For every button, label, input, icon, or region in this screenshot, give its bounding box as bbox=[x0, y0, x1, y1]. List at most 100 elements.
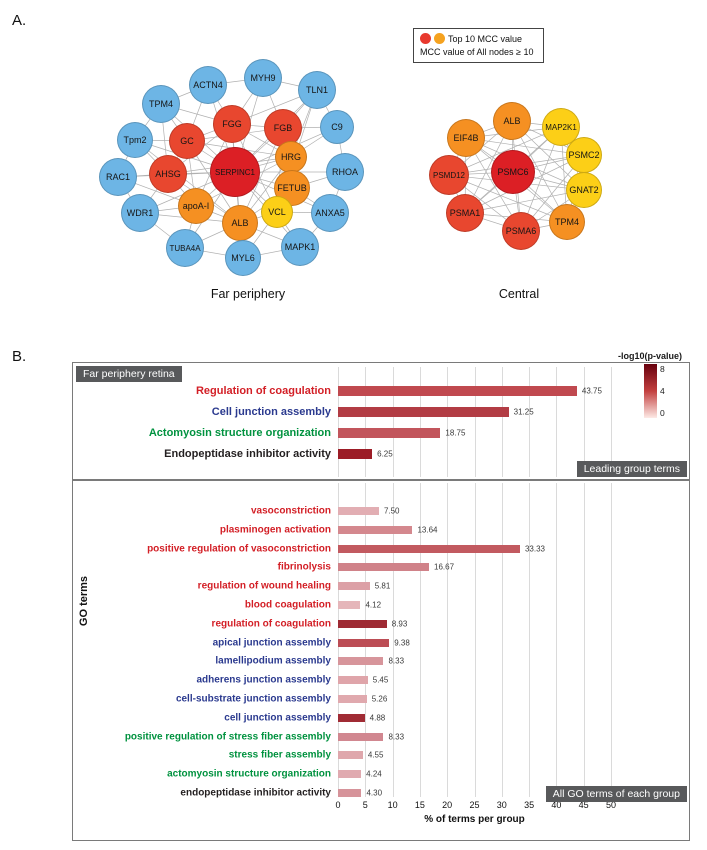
bar-label: stress fiber assembly bbox=[228, 749, 331, 761]
network-node-tpm4: TPM4 bbox=[142, 85, 180, 123]
bar-label: positive regulation of vasoconstriction bbox=[147, 543, 331, 555]
bar-value: 9.38 bbox=[394, 638, 410, 648]
bar bbox=[338, 449, 373, 459]
gridline bbox=[611, 367, 612, 477]
gridline bbox=[419, 483, 421, 797]
network-node-psmc6: PSMC6 bbox=[491, 150, 535, 194]
bar-label: blood coagulation bbox=[244, 599, 331, 611]
gridline bbox=[474, 483, 476, 797]
panel-a-label: A. bbox=[12, 12, 27, 29]
bar-value: 43.75 bbox=[581, 386, 602, 396]
mcc-legend-line2: MCC value of All nodes ≥ 10 bbox=[420, 47, 534, 57]
gridline bbox=[338, 367, 339, 477]
bar-value: 31.25 bbox=[513, 407, 534, 417]
pvalue-legend-ticks: 8 4 0 bbox=[660, 364, 665, 418]
bar-label: positive regulation of stress fiber asse… bbox=[124, 731, 331, 743]
gridline bbox=[583, 483, 585, 797]
pvalue-tick-8: 8 bbox=[660, 364, 665, 374]
far-periphery-retina-tag: Far periphery retina bbox=[76, 366, 182, 382]
gridline bbox=[447, 483, 449, 797]
network-node-apoa-i: apoA-I bbox=[178, 188, 214, 224]
bar bbox=[338, 544, 520, 553]
gridline bbox=[501, 367, 503, 477]
x-tick-label: 10 bbox=[387, 800, 398, 810]
gridline bbox=[501, 483, 503, 797]
network-node-fgg: FGG bbox=[213, 105, 251, 143]
bar-value: 13.64 bbox=[417, 525, 438, 535]
gridline bbox=[392, 483, 394, 797]
central-caption: Central bbox=[498, 287, 540, 301]
bar bbox=[338, 789, 362, 797]
gridline bbox=[583, 367, 585, 477]
bar-label: Regulation of coagulation bbox=[195, 385, 331, 397]
mcc-legend-box: Top 10 MCC value MCC value of All nodes … bbox=[413, 28, 544, 63]
network-node-eif4b: EIF4B bbox=[447, 119, 485, 157]
bar-value: 8.33 bbox=[388, 656, 405, 666]
bar-label: Endopeptidase inhibitor activity bbox=[164, 448, 331, 460]
bar bbox=[338, 428, 441, 438]
leading-group-terms-tag: Leading group terms bbox=[576, 461, 687, 477]
mcc-red-dot-icon bbox=[420, 33, 431, 44]
gridline bbox=[392, 367, 394, 477]
x-tick-label: 25 bbox=[469, 800, 480, 810]
pvalue-gradient-bar bbox=[644, 364, 657, 418]
bar-label: lamellipodium assembly bbox=[215, 655, 331, 667]
network-node-tpm2: Tpm2 bbox=[117, 122, 153, 158]
bar-value: 8.33 bbox=[388, 732, 405, 742]
network-node-psma1: PSMA1 bbox=[446, 194, 484, 232]
bar bbox=[338, 582, 370, 591]
bar-value: 4.12 bbox=[365, 600, 382, 610]
x-axis-title: % of terms per group bbox=[424, 814, 525, 825]
gridline bbox=[474, 367, 476, 477]
network-node-rac1: RAC1 bbox=[99, 158, 137, 196]
bar-label: cell junction assembly bbox=[224, 712, 331, 724]
x-tick-label: 50 bbox=[605, 800, 617, 810]
network-node-tpm4: TPM4 bbox=[549, 204, 585, 240]
bar-label: adherens junction assembly bbox=[196, 674, 332, 686]
bar-value: 4.88 bbox=[369, 713, 386, 723]
bar-label: cell-substrate junction assembly bbox=[175, 693, 331, 705]
gridline bbox=[529, 367, 531, 477]
network-node-gc: GC bbox=[169, 123, 205, 159]
pvalue-tick-4: 4 bbox=[660, 386, 665, 396]
network-node-vcl: VCL bbox=[261, 196, 293, 228]
bar-value: 5.81 bbox=[374, 581, 391, 591]
bar-value: 4.24 bbox=[366, 769, 382, 779]
x-tick-label: 0 bbox=[335, 800, 341, 810]
bar bbox=[338, 525, 413, 534]
network-node-alb: ALB bbox=[222, 205, 258, 241]
network-node-actn4: ACTN4 bbox=[189, 66, 227, 104]
x-tick-label: 30 bbox=[496, 800, 507, 810]
gridline bbox=[365, 367, 367, 477]
network-node-myh9: MYH9 bbox=[244, 59, 282, 97]
bar-value: 6.25 bbox=[377, 449, 393, 459]
network-node-serpinc1: SERPINC1 bbox=[210, 147, 260, 197]
bar bbox=[338, 713, 365, 722]
bar-value: 18.75 bbox=[445, 428, 466, 438]
bar bbox=[338, 751, 363, 760]
gridline bbox=[447, 367, 449, 477]
bar-label: vasoconstriction bbox=[250, 505, 331, 517]
network-node-rhoa: RHOA bbox=[326, 153, 364, 191]
bar-label: Actomyosin structure organization bbox=[148, 427, 331, 439]
bar bbox=[338, 732, 384, 741]
network-node-psmc2: PSMC2 bbox=[566, 137, 602, 173]
pvalue-legend-title: -log10(p-value) bbox=[618, 351, 683, 361]
y-axis-title: GO terms bbox=[78, 575, 90, 627]
x-tick-label: 45 bbox=[578, 800, 589, 810]
bar-label: actomyosin structure organization bbox=[167, 768, 331, 780]
gridline bbox=[611, 483, 612, 797]
network-node-psma6: PSMA6 bbox=[502, 212, 540, 250]
network-node-tln1: TLN1 bbox=[298, 71, 336, 109]
bar-value: 33.33 bbox=[524, 544, 545, 554]
bar bbox=[338, 563, 430, 572]
network-node-mapk1: MAPK1 bbox=[281, 228, 319, 266]
bar-label: plasminogen activation bbox=[219, 524, 331, 536]
bar-label: apical junction assembly bbox=[212, 637, 331, 649]
bar-value: 4.30 bbox=[366, 788, 383, 798]
x-tick-label: 40 bbox=[551, 800, 562, 810]
bar-value: 5.26 bbox=[371, 694, 388, 704]
network-node-fgb: FGB bbox=[264, 109, 302, 147]
pvalue-colorbar-legend: -log10(p-value) 8 4 0 bbox=[618, 351, 682, 418]
bar-value: 4.55 bbox=[367, 750, 384, 760]
